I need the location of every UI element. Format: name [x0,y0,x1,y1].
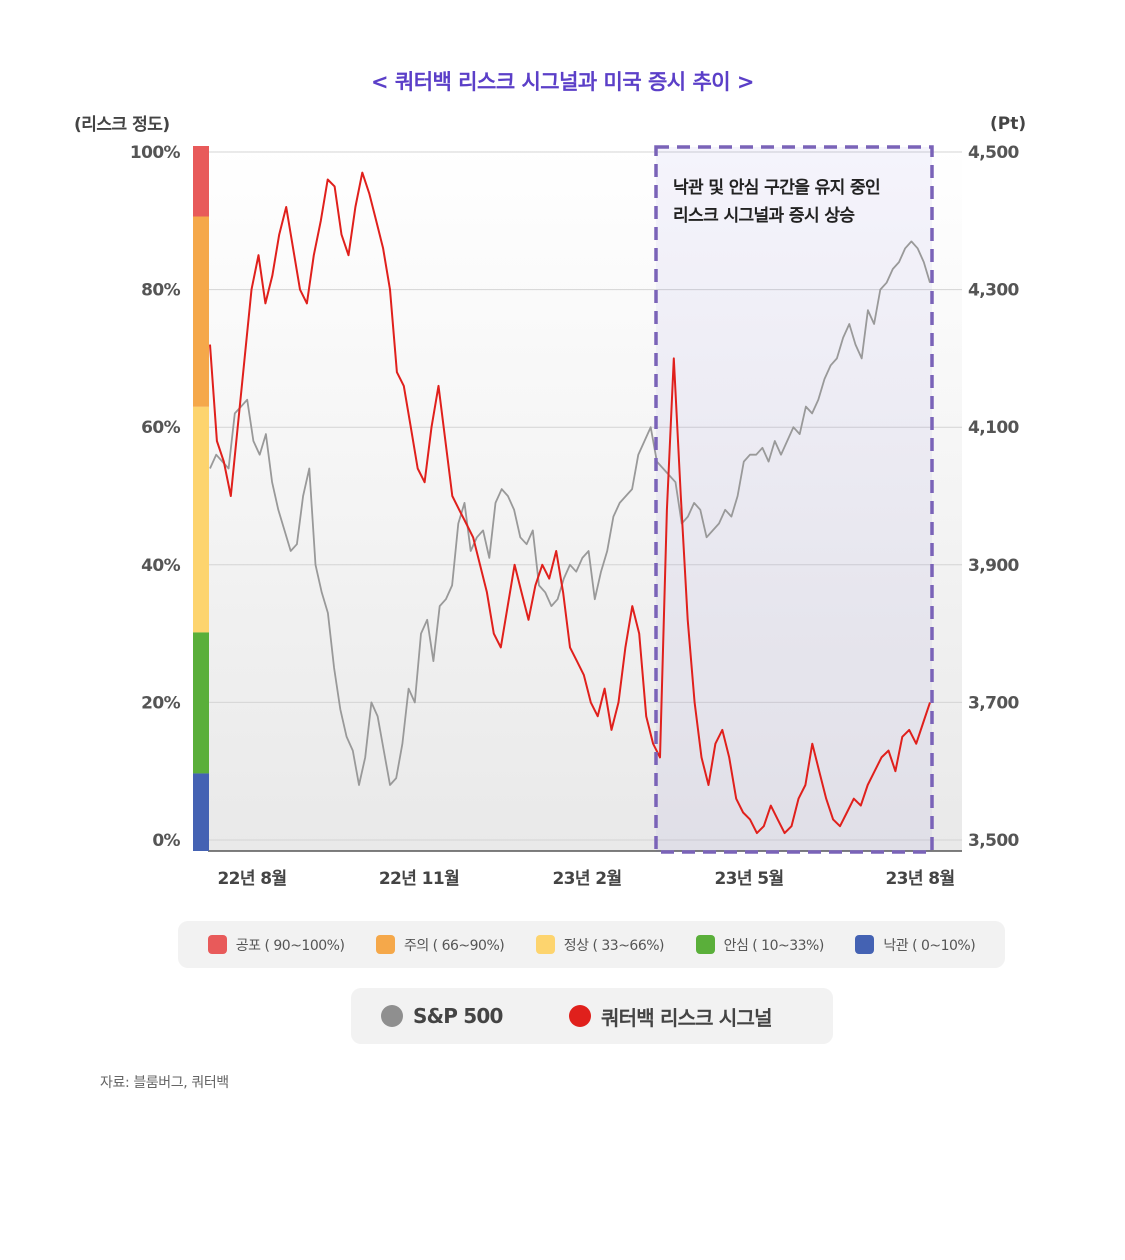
legend-item-safe: 안심 ( 10~33%) [695,935,825,955]
left-tick-label: 60% [141,418,180,438]
legend-label-fear: 공포 ( 90~100%) [235,937,345,954]
right-tick-label: 4,100 [968,418,1020,438]
right-axis-title: (Pt) [990,114,1027,134]
series-legend: S&P 500 쿼터백 리스크 시그널 [351,988,833,1044]
caution-swatch [375,935,395,954]
risk-band-0 [193,146,209,217]
legend-label-sp500: S&P 500 [413,1004,503,1028]
risk-band-3 [193,632,209,774]
left-tick-label: 0% [152,831,180,851]
fear-swatch [207,935,227,954]
x-tick-label: 23년 2월 [552,869,621,889]
highlight-border [654,145,934,854]
safe-swatch [695,935,715,954]
right-tick-label: 3,900 [968,556,1020,576]
legend-label-normal: 정상 ( 33~66%) [563,937,665,954]
legend-item-caution: 주의 ( 66~90%) [375,935,505,955]
left-axis-title: (리스크 정도) [74,115,170,135]
risk-signal-line [209,171,931,835]
risk-band-legend: 공포 ( 90~100%) 주의 ( 66~90%) 정상 ( 33~66%) … [178,921,1005,968]
left-tick-label: 100% [130,143,181,163]
legend-label-risk-signal: 쿼터백 리스크 시그널 [601,1005,773,1030]
legend-label-optimism: 낙관 ( 0~10%) [883,937,976,954]
legend-label-safe: 안심 ( 10~33%) [723,937,825,954]
legend-label-caution: 주의 ( 66~90%) [403,937,505,954]
risk-band-2 [193,406,209,633]
source-note: 자료: 블룸버그, 쿼터백 [100,1075,229,1091]
x-tick-label: 23년 8월 [885,869,954,889]
annotation-line-1: 낙관 및 안심 구간을 유지 중인 [673,178,880,198]
highlight-region [656,147,932,852]
sp500-line [209,240,931,786]
x-tick-label: 22년 8월 [217,869,286,889]
x-tick-label: 23년 5월 [714,869,783,889]
optimism-swatch [855,935,875,954]
legend-item-optimism: 낙관 ( 0~10%) [855,935,976,955]
legend-item-fear: 공포 ( 90~100%) [207,935,345,955]
left-tick-label: 40% [141,556,180,576]
normal-swatch [535,935,555,954]
chart-title: < 쿼터백 리스크 시그널과 미국 증시 추이 > [371,70,755,94]
left-tick-label: 20% [141,693,180,713]
risk-band-4 [193,773,209,851]
legend-item-sp500: S&P 500 [381,1004,503,1028]
right-tick-label: 4,300 [968,281,1020,301]
right-tick-label: 3,700 [968,693,1020,713]
legend-item-risk-signal: 쿼터백 리스크 시그널 [569,1002,773,1031]
right-tick-label: 4,500 [968,143,1020,163]
plot-background [208,146,962,851]
sp500-dot [381,1005,403,1027]
risk-band-1 [193,216,209,407]
annotation-line-2: 리스크 시그널과 증시 상승 [673,206,855,226]
x-tick-label: 22년 11월 [379,869,459,889]
right-tick-label: 3,500 [968,831,1020,851]
chart-area: 100% 80% 60% 40% 20% 0% 4,500 4,300 4,100 3,900 3,… [130,143,1020,889]
left-tick-label: 80% [141,281,180,301]
risk-signal-dot [569,1005,591,1027]
legend-item-normal: 정상 ( 33~66%) [535,935,665,955]
